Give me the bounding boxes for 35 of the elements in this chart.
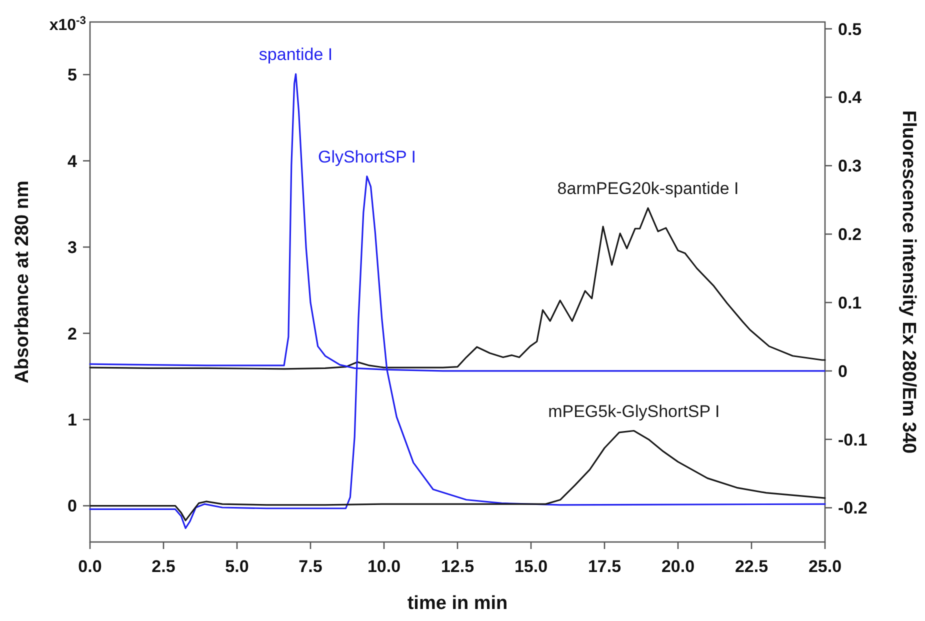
y-tick-label: 1 xyxy=(68,410,77,430)
y2-tick-label: -0.1 xyxy=(838,430,868,450)
series-label: spantide I xyxy=(258,45,333,64)
y2-tick-label: 0.2 xyxy=(838,225,862,244)
text: x10$^{-3}$ xyxy=(49,15,86,34)
line-series xyxy=(89,207,826,370)
y2-tick-label: -0.2 xyxy=(838,498,868,518)
x-axis-title: time in min xyxy=(407,593,508,614)
x-tick-label: 10.0 xyxy=(367,557,401,576)
x-tick-label: 25.0 xyxy=(808,557,842,576)
x-tick-label: 5.0 xyxy=(225,557,249,576)
x-tick-label: 15.0 xyxy=(514,557,548,576)
series-label: 8armPEG20k-spantide I xyxy=(557,179,739,198)
y-tick-label: 2 xyxy=(68,324,77,344)
x-tick-label: 7.5 xyxy=(298,557,322,576)
y-axis-title: Absorbance at 280 nm xyxy=(12,180,33,384)
y2-tick-label: 0.4 xyxy=(838,88,862,108)
x-tick-label: 20.0 xyxy=(661,557,695,576)
y-tick-label: 3 xyxy=(68,238,77,258)
y2-tick-label: 0 xyxy=(838,362,848,381)
x-tick-label: 0.0 xyxy=(78,557,102,576)
y-tick-label: 0 xyxy=(68,496,77,516)
y2-tick-label: 0.3 xyxy=(838,156,862,176)
line-series xyxy=(89,430,826,522)
x-tick-label: 12.5 xyxy=(440,557,474,576)
y2-tick-label: 0.1 xyxy=(838,293,862,312)
x-tick-label: 17.5 xyxy=(588,557,622,576)
y-tick-label: 4 xyxy=(68,152,78,171)
y2-tick-label: 0.5 xyxy=(838,20,862,39)
y-tick-label: 5 xyxy=(68,66,77,85)
y2-axis-title: Fluorescence intensity Ex 280/Em 340 xyxy=(898,110,919,454)
x-tick-label: 22.5 xyxy=(734,557,768,576)
series-label: mPEG5k-GlyShortSP I xyxy=(548,402,720,421)
series-label: GlyShortSP I xyxy=(318,147,416,166)
x-tick-label: 2.5 xyxy=(152,557,176,576)
